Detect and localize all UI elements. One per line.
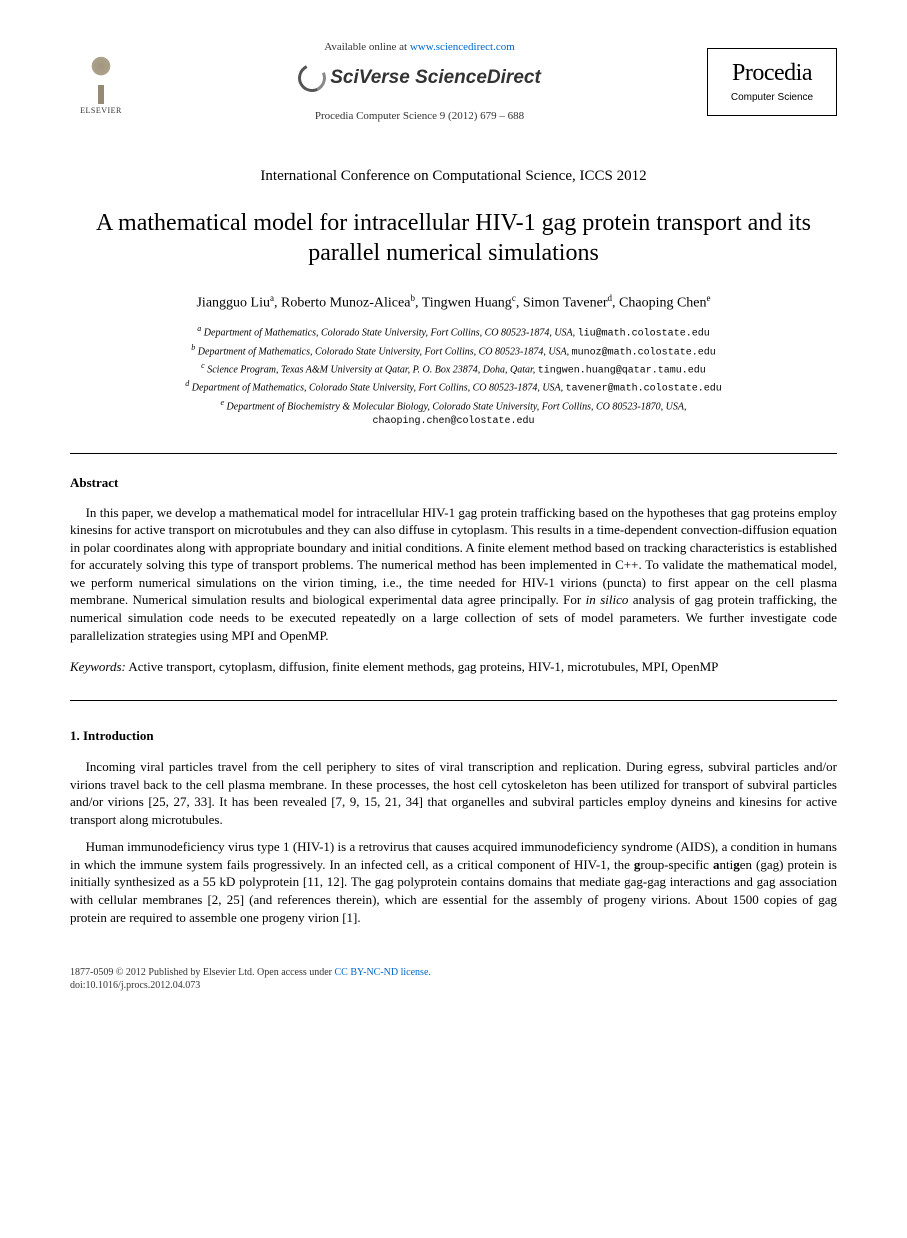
affiliation-c-email: tingwen.huang@qatar.tamu.edu — [538, 365, 706, 376]
abstract-body: In this paper, we develop a mathematical… — [70, 504, 837, 644]
available-online: Available online at www.sciencedirect.co… — [152, 40, 687, 55]
sciencedirect-url[interactable]: www.sciencedirect.com — [410, 41, 515, 53]
divider-rule — [70, 453, 837, 454]
affiliation-d: d Department of Mathematics, Colorado St… — [70, 378, 837, 396]
affiliation-a-text: Department of Mathematics, Colorado Stat… — [204, 328, 578, 339]
intro-paragraph-1: Incoming viral particles travel from the… — [70, 758, 837, 828]
affiliation-e-email: chaoping.chen@colostate.edu — [372, 416, 534, 427]
sciverse-word: SciVerse — [330, 67, 415, 88]
copyright-text: 1877-0509 © 2012 Published by Elsevier L… — [70, 967, 257, 978]
sciverse-swirl-icon — [294, 60, 330, 96]
affiliation-b-email: munoz@math.colostate.edu — [572, 347, 716, 358]
copyright-line: 1877-0509 © 2012 Published by Elsevier L… — [70, 966, 837, 979]
procedia-citation: Procedia Computer Science 9 (2012) 679 –… — [152, 109, 687, 124]
paper-title: A mathematical model for intracellular H… — [70, 208, 837, 268]
publisher-header: ELSEVIER Available online at www.science… — [70, 40, 837, 124]
procedia-title: Procedia — [722, 57, 822, 89]
elsevier-label: ELSEVIER — [80, 106, 122, 117]
intro-paragraph-2: Human immunodeficiency virus type 1 (HIV… — [70, 838, 837, 926]
sciverse-text: SciVerse ScienceDirect — [330, 65, 541, 91]
affiliation-e-text: Department of Biochemistry & Molecular B… — [227, 401, 687, 412]
page-footer: 1877-0509 © 2012 Published by Elsevier L… — [70, 966, 837, 992]
affiliation-c: c Science Program, Texas A&M University … — [70, 360, 837, 378]
affiliations: a Department of Mathematics, Colorado St… — [70, 323, 837, 429]
abstract-heading: Abstract — [70, 474, 837, 492]
affiliation-d-email: tavener@math.colostate.edu — [566, 384, 722, 395]
affiliation-b-text: Department of Mathematics, Colorado Stat… — [198, 346, 572, 357]
affiliation-a: a Department of Mathematics, Colorado St… — [70, 323, 837, 341]
authors-line: Jiangguo Liua, Roberto Munoz-Aliceab, Ti… — [70, 292, 837, 314]
affiliation-e: e Department of Biochemistry & Molecular… — [70, 397, 837, 429]
elsevier-tree-icon — [77, 56, 125, 104]
sciverse-logo: SciVerse ScienceDirect — [152, 61, 687, 95]
keywords: Keywords: Active transport, cytoplasm, d… — [70, 658, 837, 676]
introduction-heading: 1. Introduction — [70, 727, 837, 745]
divider-rule-2 — [70, 700, 837, 701]
affiliation-b: b Department of Mathematics, Colorado St… — [70, 342, 837, 360]
keywords-label: Keywords: — [70, 659, 126, 674]
doi-line: doi:10.1016/j.procs.2012.04.073 — [70, 979, 837, 992]
keywords-text: Active transport, cytoplasm, diffusion, … — [126, 659, 719, 674]
affiliation-a-email: liu@math.colostate.edu — [578, 329, 710, 340]
center-header: Available online at www.sciencedirect.co… — [132, 40, 707, 124]
cc-license-link[interactable]: CC BY-NC-ND license. — [335, 967, 431, 978]
open-access-text: Open access under — [257, 967, 334, 978]
sciencedirect-word: ScienceDirect — [415, 67, 541, 88]
procedia-box: Procedia Computer Science — [707, 48, 837, 116]
affiliation-d-text: Department of Mathematics, Colorado Stat… — [192, 383, 566, 394]
procedia-subtitle: Computer Science — [722, 91, 822, 105]
affiliation-c-text: Science Program, Texas A&M University at… — [207, 364, 538, 375]
available-prefix: Available online at — [324, 41, 410, 53]
conference-name: International Conference on Computationa… — [70, 166, 837, 186]
elsevier-logo: ELSEVIER — [70, 47, 132, 117]
